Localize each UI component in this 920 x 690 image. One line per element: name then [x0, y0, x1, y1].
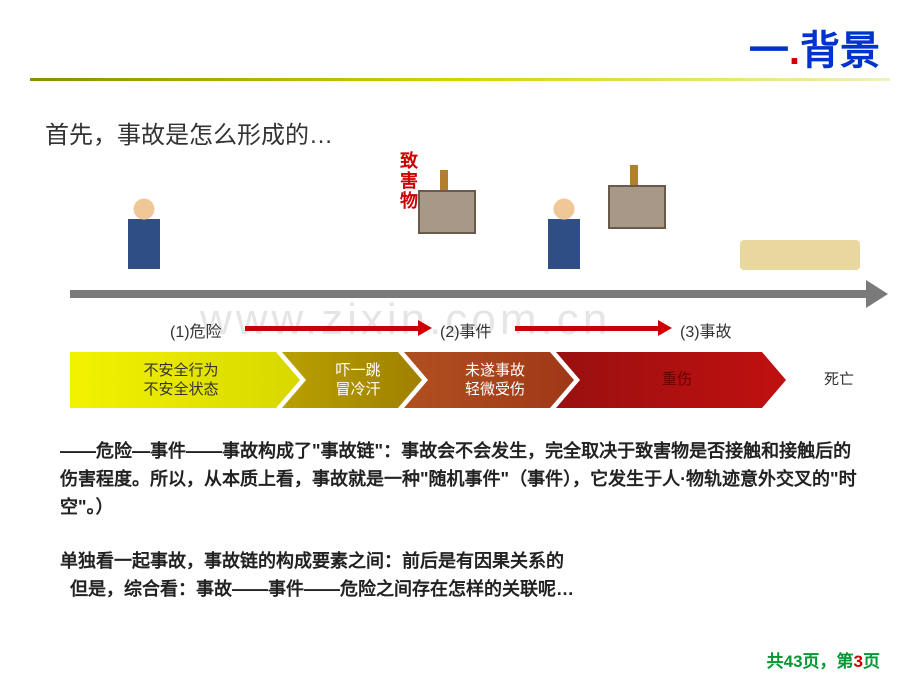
stage-label: (2)事件	[440, 318, 492, 342]
intro-text: 首先，事故是怎么形成的…	[45, 115, 333, 150]
chevron-label: 未遂事故轻微受伤	[465, 361, 525, 400]
title-main: 背景	[800, 29, 880, 73]
hospital-bed	[740, 200, 860, 270]
worker-startled-icon	[540, 195, 588, 273]
title-dot: .	[789, 29, 800, 73]
chevron-stage: 吓一跳冒冷汗	[282, 352, 422, 408]
footer-mid: 页，第	[803, 652, 854, 671]
footer-total: 43	[784, 652, 803, 671]
chevron-row: 不安全行为不安全状态 吓一跳冒冷汗 未遂事故轻微受伤 重伤 死亡	[70, 352, 910, 408]
chevron-label: 不安全行为不安全状态	[143, 361, 218, 400]
page-title: 一.背景	[749, 18, 880, 76]
title-underline	[30, 78, 890, 81]
chevron-stage: 死亡	[768, 352, 898, 408]
worker-walking	[120, 195, 168, 273]
chevron-stage: 重伤	[556, 352, 786, 408]
crane-load-2-icon	[600, 165, 670, 245]
timeline-arrow	[70, 290, 870, 298]
title-prefix: 一	[749, 29, 789, 73]
chevron-label: 重伤	[662, 370, 692, 390]
chevron-stage: 不安全行为不安全状态	[70, 352, 300, 408]
chevron-label: 吓一跳冒冷汗	[335, 361, 380, 400]
footer-prefix: 共	[767, 652, 784, 671]
crane-load-1	[410, 170, 480, 250]
footer-suffix: 页	[863, 652, 880, 671]
footer-page: 3	[854, 652, 863, 671]
paragraph-2: 单独看一起事故，事故链的构成要素之间：前后是有因果关系的	[60, 548, 860, 576]
stage-labels: (1)危险 (2)事件 (3)事故	[70, 318, 850, 346]
red-arrow	[245, 326, 420, 331]
red-arrow	[515, 326, 660, 331]
chevron-label: 死亡	[824, 370, 854, 390]
illustration-row	[70, 150, 850, 280]
paragraph-1: ——危险—事件——事故构成了"事故链"：事故会不会发生，完全取决于致害物是否接触…	[60, 438, 860, 522]
crane-load-1-icon	[410, 170, 480, 250]
worker-walking-icon	[120, 195, 168, 273]
stage-label: (1)危险	[170, 318, 222, 342]
worker-startled	[540, 195, 588, 273]
crane-load-2	[600, 165, 670, 245]
page-footer: 共43页，第3页	[767, 647, 880, 672]
hospital-bed-icon	[740, 200, 860, 270]
paragraph-3: 但是，综合看：事故——事件——危险之间存在怎样的关联呢…	[60, 576, 860, 604]
chevron-stage: 未遂事故轻微受伤	[404, 352, 574, 408]
stage-label: (3)事故	[680, 318, 732, 342]
